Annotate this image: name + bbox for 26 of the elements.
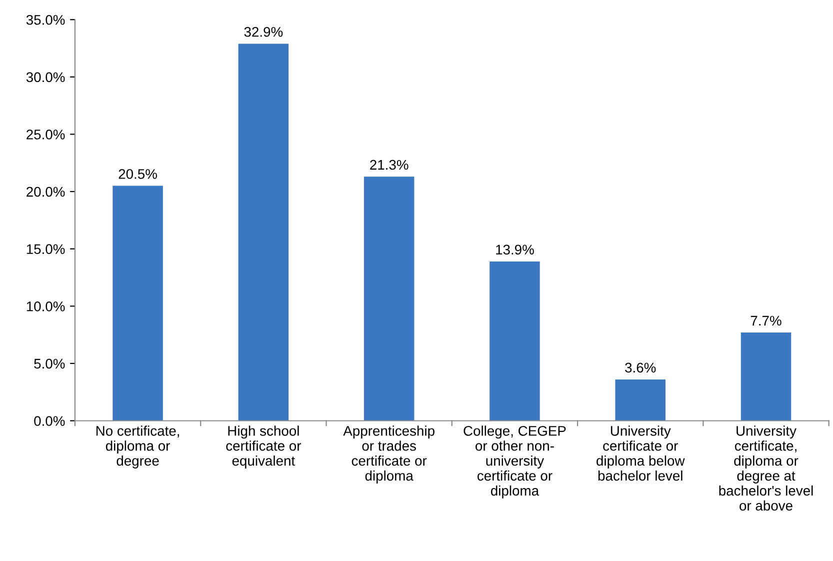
x-tick-label: College, CEGEP or other non- university certificate or diploma (464, 426, 566, 498)
y-tick-label: 30.0% (26, 72, 65, 82)
bar (615, 379, 666, 421)
x-tick-label: University certificate, diploma or degree at bachelor's level or above (719, 426, 813, 511)
data-label: 21.3% (370, 160, 408, 170)
data-label: 3.6% (625, 362, 656, 373)
x-tick-label: Apprenticeship or trades certificate or diploma (343, 426, 434, 484)
y-tick-label: 5.0% (34, 358, 65, 369)
bar (490, 261, 540, 421)
data-label: 20.5% (118, 169, 157, 179)
bar (364, 176, 414, 421)
y-tick-label: 10.0% (26, 301, 65, 312)
data-label: 32.9% (244, 26, 283, 37)
y-tick-label: 15.0% (26, 244, 65, 254)
bar (112, 186, 163, 421)
x-tick-label: High school certificate or equivalent (226, 426, 302, 468)
y-tick-label: 25.0% (26, 130, 65, 140)
y-tick-label: 0.0% (34, 416, 65, 426)
bar (238, 44, 289, 421)
data-label: 13.9% (496, 244, 534, 255)
bar (740, 332, 792, 421)
x-tick-label: University certificate or diploma below bachelor level (596, 426, 685, 481)
data-label: 7.7% (750, 316, 782, 326)
y-tick-label: 35.0% (26, 14, 65, 25)
y-tick-label: 20.0% (26, 186, 65, 197)
x-tick-label: No certificate, diploma or degree (96, 426, 179, 468)
